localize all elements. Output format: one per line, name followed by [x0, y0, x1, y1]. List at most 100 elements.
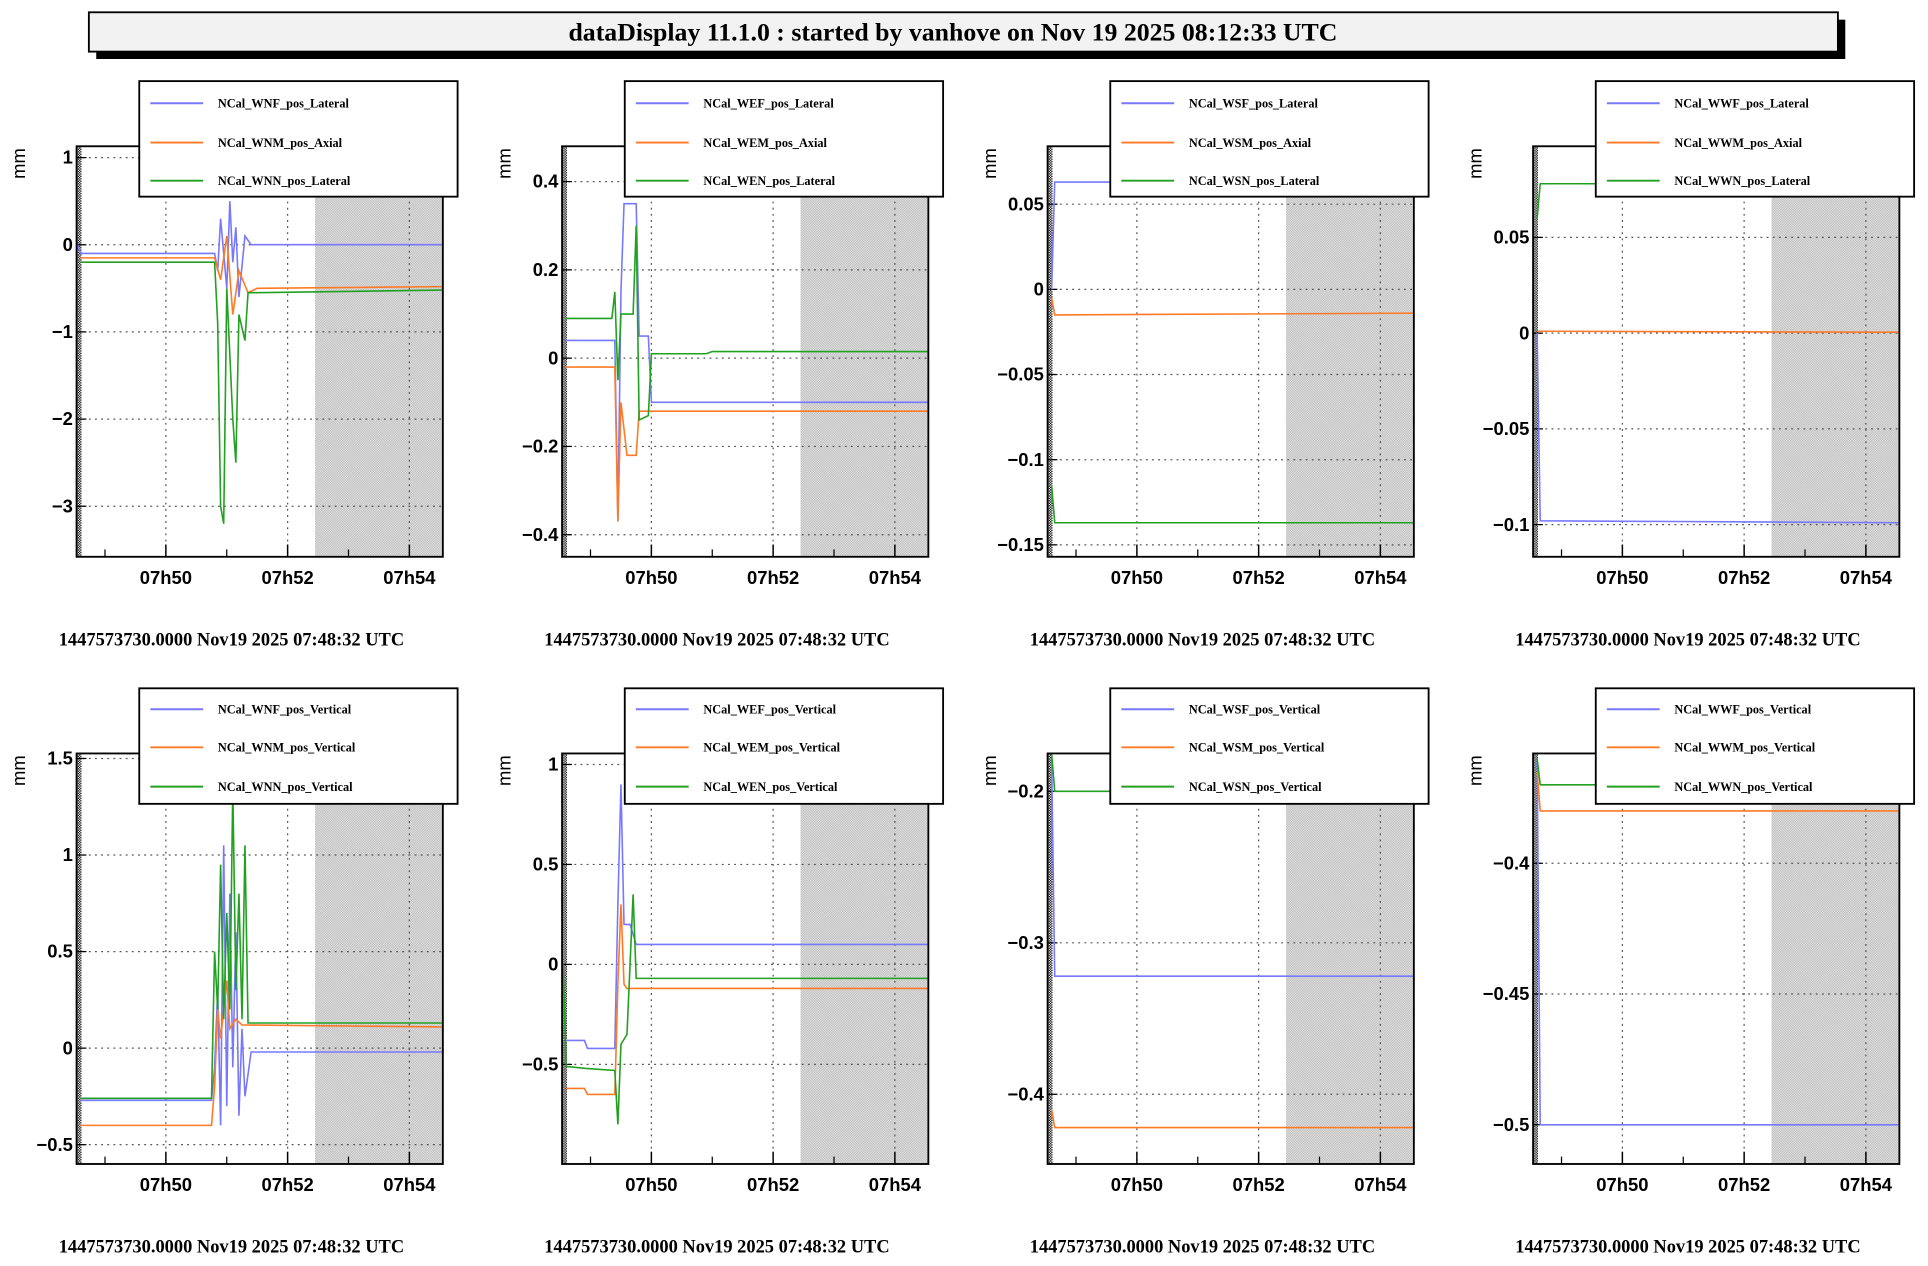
y-axis-label: mm: [979, 755, 1000, 786]
left-edge-strip: [1047, 146, 1053, 557]
legend-label: NCal_WNF_pos_Lateral: [218, 97, 350, 111]
legend: NCal_WSF_pos_Vertical NCal_WSM_pos_Vertic…: [1109, 687, 1430, 805]
series-line-blue: [566, 784, 929, 1050]
legend: NCal_WEF_pos_Lateral NCal_WEM_pos_Axial NC…: [623, 80, 945, 198]
shaded-region: [1771, 146, 1900, 557]
legend-label: NCal_WSF_pos_Lateral: [1189, 97, 1319, 111]
legend-box: [623, 80, 945, 198]
legend-label: NCal_WNN_pos_Vertical: [218, 780, 353, 794]
y-tick-label: 0: [548, 347, 558, 368]
timestamp-footer: 1447573730.0000 Nov19 2025 07:48:32 UTC: [1030, 1236, 1375, 1256]
series-line-orange: [1050, 297, 1414, 316]
series-line-orange: [1536, 771, 1900, 812]
y-tick-label: 0.4: [533, 171, 559, 192]
shaded-region: [800, 753, 929, 1164]
y-tick-label: −0.5: [522, 1054, 558, 1075]
chart-panel: 0.05 0 −0.05 −0.1 −0.15 07h50 07h52 07h54 mm 1447…: [979, 80, 1430, 649]
legend: NCal_WWF_pos_Vertical NCal_WWM_pos_Vertic…: [1594, 687, 1916, 805]
legend-item: NCal_WNM_pos_Vertical: [150, 741, 356, 755]
series-line-orange: [1050, 1109, 1414, 1129]
shaded-region: [1771, 753, 1900, 1164]
legend-item: NCal_WSF_pos_Vertical: [1121, 703, 1321, 717]
legend-item: NCal_WSF_pos_Lateral: [1121, 97, 1318, 111]
legend-label: NCal_WEN_pos_Vertical: [703, 780, 838, 794]
x-tick-label: 07h52: [1718, 1174, 1770, 1195]
left-edge-strip: [1533, 753, 1539, 1164]
left-edge-strip: [1533, 146, 1539, 557]
legend-label: NCal_WEF_pos_Vertical: [703, 703, 836, 717]
timestamp-footer: 1447573730.0000 Nov19 2025 07:48:32 UTC: [544, 629, 889, 649]
series-line-blue: [1050, 761, 1414, 977]
y-tick-label: −0.4: [522, 524, 559, 545]
legend-item: NCal_WWF_pos_Vertical: [1606, 703, 1812, 717]
y-axis-label: mm: [8, 148, 29, 179]
legend-box: [138, 687, 459, 805]
legend-label: NCal_WEN_pos_Lateral: [703, 174, 835, 188]
y-tick-label: 0: [63, 234, 73, 255]
legend-label: NCal_WNN_pos_Lateral: [218, 174, 351, 188]
legend-item: NCal_WWN_pos_Lateral: [1606, 174, 1811, 188]
legend-label: NCal_WSN_pos_Lateral: [1189, 174, 1320, 188]
chart-panel: 0.4 0.2 0 −0.2 −0.4 07h50 07h52 07h54 mm 14475737…: [493, 80, 945, 649]
x-tick-label: 07h52: [262, 567, 314, 588]
timestamp-footer: 1447573730.0000 Nov19 2025 07:48:32 UTC: [544, 1236, 889, 1256]
legend-item: NCal_WWN_pos_Vertical: [1606, 780, 1813, 794]
y-tick-label: 0: [63, 1037, 73, 1058]
legend-item: NCal_WEM_pos_Vertical: [635, 741, 841, 755]
chart-panel: 0.05 0 −0.05 −0.1 07h50 07h52 07h54 mm 144757373…: [1464, 80, 1916, 649]
y-axis-label: mm: [1464, 755, 1485, 786]
y-tick-label: 0.2: [533, 259, 559, 280]
chart-panel: 1 0.5 0 −0.5 07h50 07h52 07h54 mm 1447573730.000…: [493, 687, 945, 1256]
x-tick-label: 07h50: [1596, 567, 1648, 588]
y-tick-label: 1: [63, 844, 73, 865]
chart-panel: 1.5 1 0.5 0 −0.5 07h50 07h52 07h54 mm 1447573730.…: [8, 687, 459, 1256]
x-tick-label: 07h54: [383, 1174, 436, 1195]
chart-panel: 1 0 −1 −2 −3 07h50 07h52 07h54 mm 1447573730.0000…: [8, 80, 459, 649]
x-tick-label: 07h50: [140, 1174, 192, 1195]
y-tick-label: −0.05: [1483, 418, 1530, 439]
y-tick-label: 0: [1519, 322, 1529, 343]
x-tick-label: 07h52: [747, 1174, 799, 1195]
title-banner: dataDisplay 11.1.0 : started by vanhove …: [87, 11, 1846, 59]
series-line-green: [562, 894, 929, 1125]
y-tick-label: 0.05: [1494, 227, 1530, 248]
x-tick-label: 07h52: [262, 1174, 314, 1195]
y-tick-label: 1: [63, 147, 73, 168]
shaded-region: [315, 753, 443, 1164]
legend-item: NCal_WNF_pos_Lateral: [150, 97, 350, 111]
y-tick-label: −0.4: [1493, 852, 1530, 873]
legend-label: NCal_WNM_pos_Vertical: [218, 741, 356, 755]
legend-box: [1109, 80, 1430, 198]
y-tick-label: −0.15: [997, 534, 1044, 555]
legend-label: NCal_WSM_pos_Axial: [1189, 136, 1312, 150]
x-tick-label: 07h52: [1718, 567, 1770, 588]
x-tick-label: 07h50: [1596, 1174, 1648, 1195]
x-tick-label: 07h50: [1111, 567, 1163, 588]
y-tick-label: −0.1: [1008, 449, 1044, 470]
series-line-orange: [566, 904, 929, 1096]
y-tick-label: 1.5: [47, 748, 73, 769]
y-tick-label: −3: [52, 495, 73, 516]
series-line-green: [80, 261, 443, 524]
title-box: [87, 11, 1839, 53]
x-tick-label: 07h52: [1233, 567, 1285, 588]
legend-label: NCal_WWM_pos_Vertical: [1674, 741, 1815, 755]
x-tick-label: 07h52: [1233, 1174, 1285, 1195]
y-tick-label: −0.2: [1008, 780, 1044, 801]
x-tick-label: 07h54: [383, 567, 436, 588]
legend-label: NCal_WEM_pos_Vertical: [703, 741, 840, 755]
legend-box: [1109, 687, 1430, 805]
legend-item: NCal_WSM_pos_Axial: [1121, 136, 1312, 150]
y-tick-label: −0.1: [1493, 514, 1529, 535]
shaded-region: [1286, 146, 1414, 557]
y-tick-label: −1: [52, 321, 73, 342]
chart-panel: −0.4 −0.45 −0.5 07h50 07h52 07h54 mm 1447573730…: [1464, 687, 1916, 1256]
shaded-region: [1286, 753, 1414, 1164]
y-axis-label: mm: [493, 755, 514, 786]
timestamp-footer: 1447573730.0000 Nov19 2025 07:48:32 UTC: [1515, 1236, 1860, 1256]
y-tick-label: 0: [1034, 279, 1044, 300]
legend-item: NCal_WEM_pos_Axial: [635, 136, 828, 150]
legend-item: NCal_WWF_pos_Lateral: [1606, 97, 1809, 111]
legend-label: NCal_WWF_pos_Vertical: [1674, 703, 1811, 717]
series-line-green: [80, 787, 443, 1100]
